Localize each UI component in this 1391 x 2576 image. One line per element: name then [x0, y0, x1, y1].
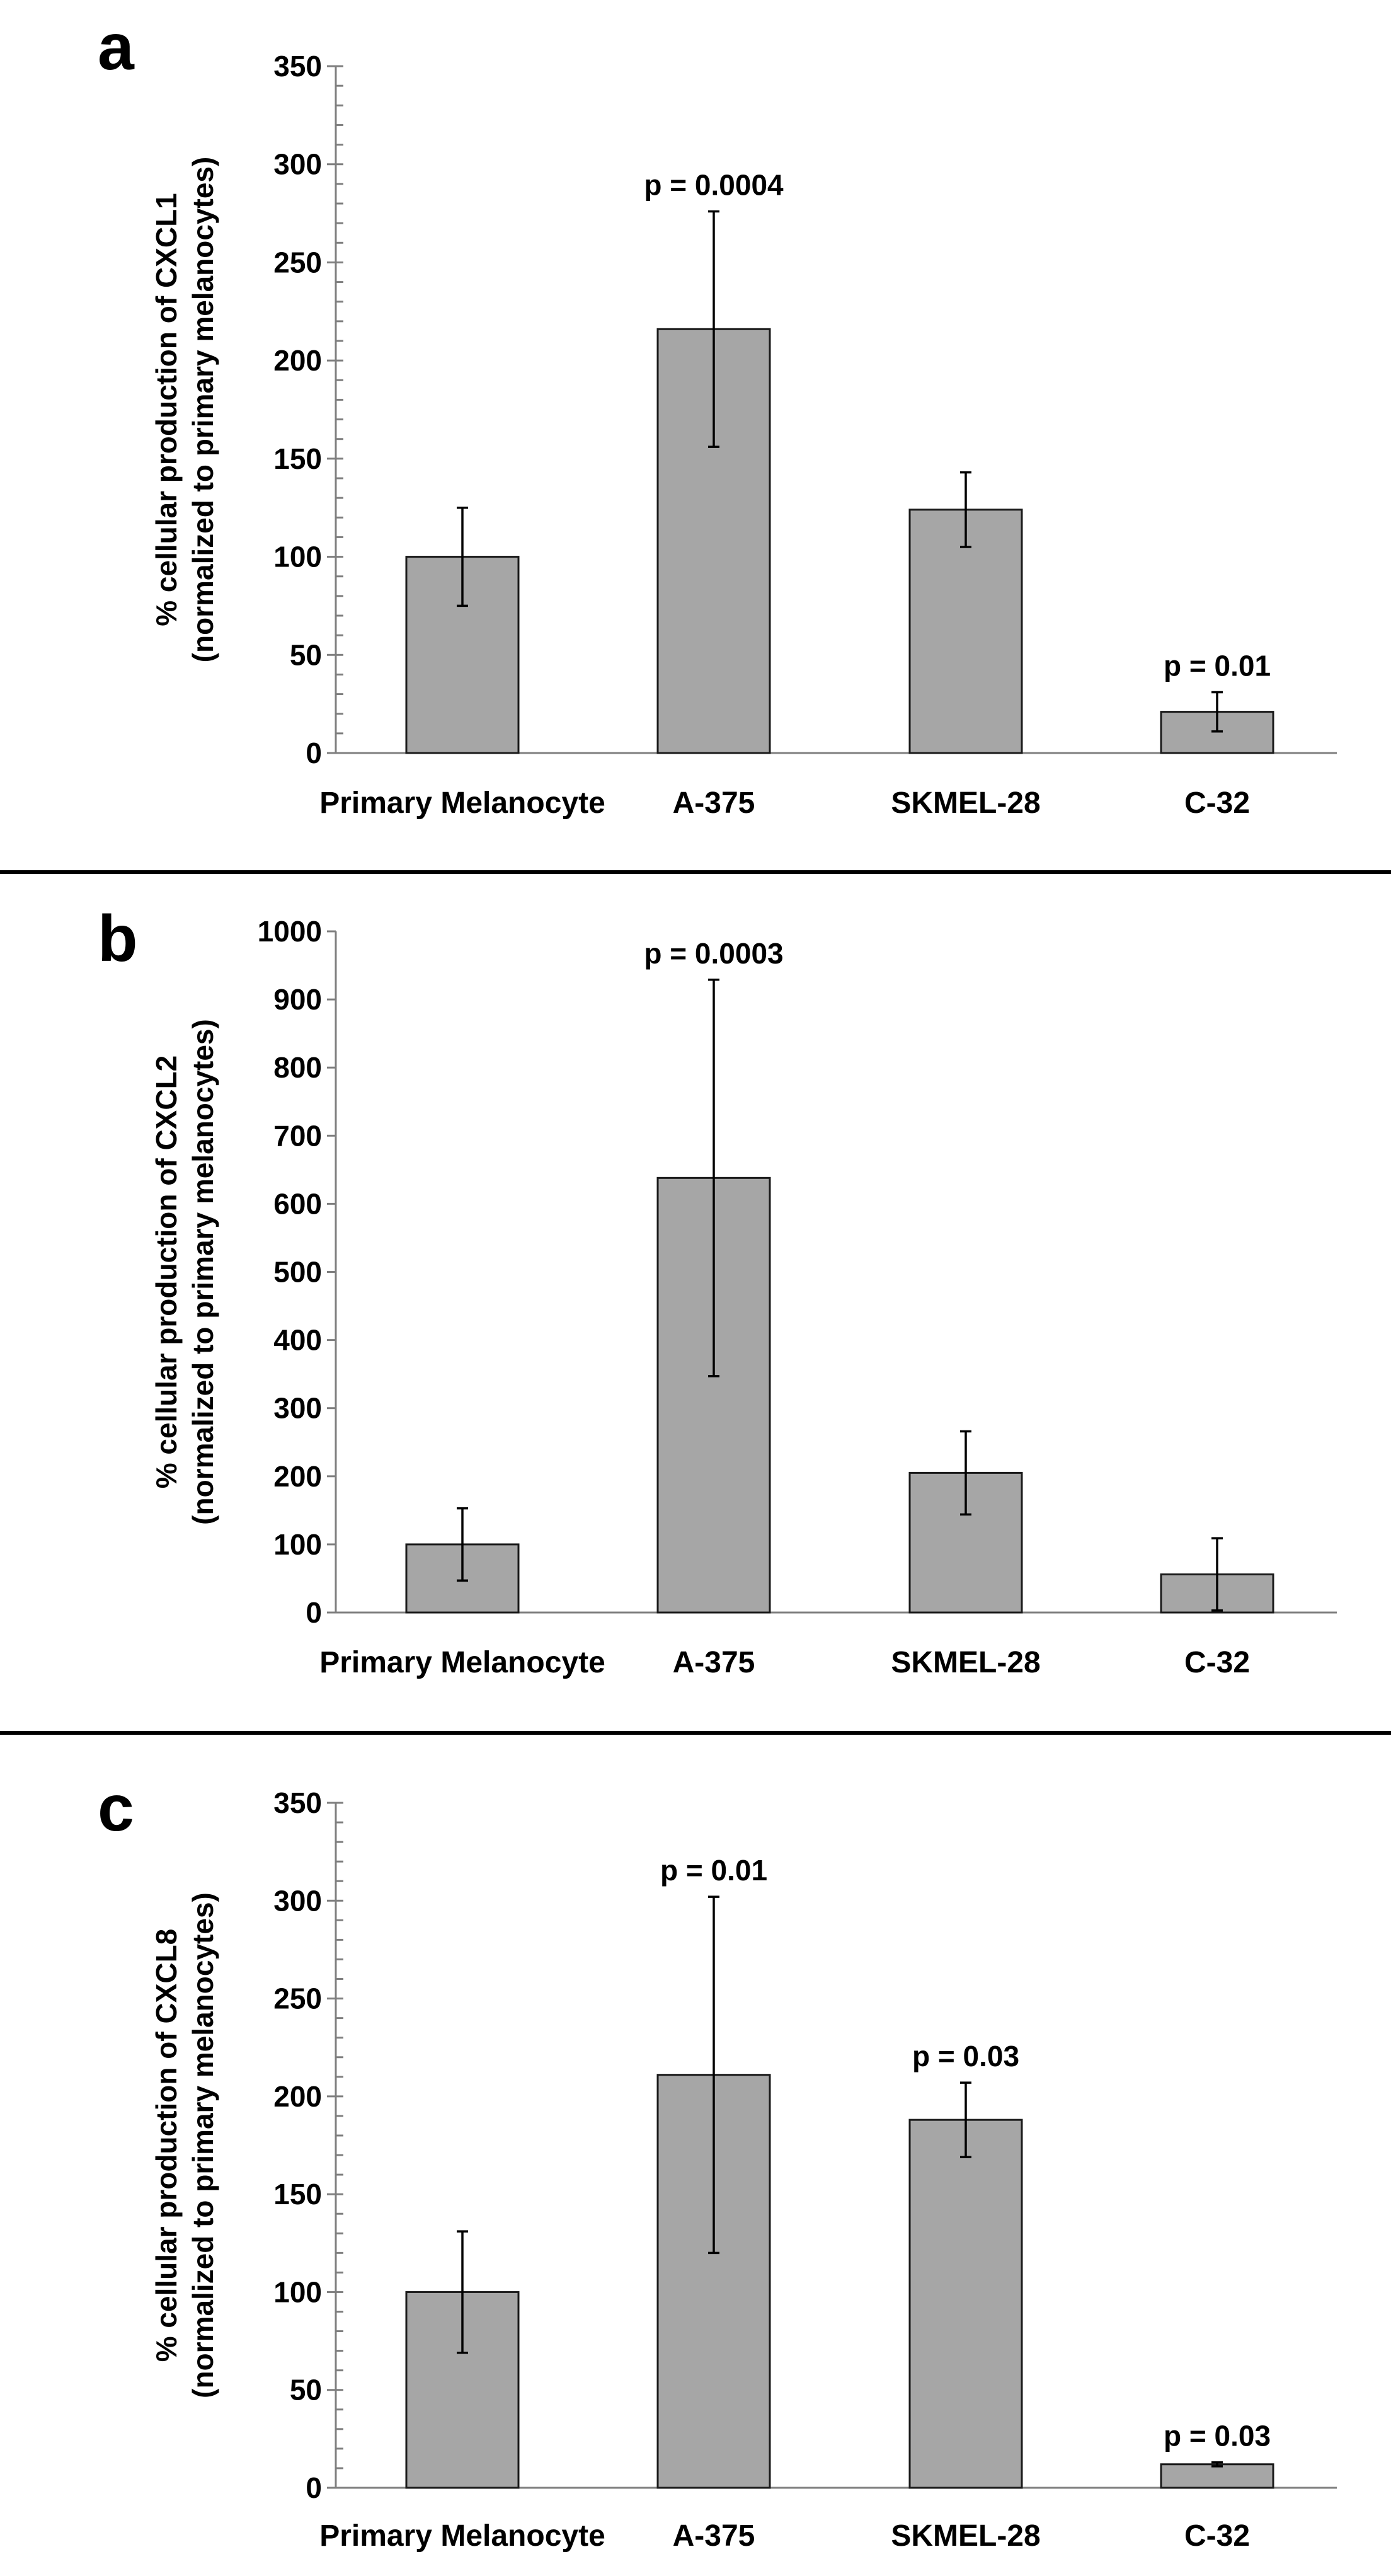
y-tick-label: 50 — [290, 2374, 322, 2406]
p-value-annotation: p = 0.0003 — [644, 937, 783, 970]
y-axis-label-line: (normalized to primary melanocytes) — [186, 1019, 219, 1525]
y-tick-label: 200 — [273, 2080, 322, 2113]
y-tick-label: 100 — [273, 2275, 322, 2308]
y-tick-label: 200 — [273, 344, 322, 377]
y-tick-label: 100 — [273, 1528, 322, 1561]
bar-c-32 — [1160, 2463, 1274, 2489]
x-category-label: C-32 — [1184, 2519, 1250, 2553]
p-value-annotation: p = 0.01 — [660, 1854, 767, 1887]
y-tick-label: 350 — [273, 1786, 322, 1819]
x-category-label: Primary Melanocyte — [319, 2519, 605, 2553]
y-tick-label: 1000 — [258, 915, 322, 948]
panel-letter: b — [98, 902, 138, 975]
y-tick-label: 0 — [306, 1596, 322, 1629]
x-category-label: A-375 — [673, 2519, 755, 2553]
x-category-label: SKMEL-28 — [891, 1646, 1040, 1679]
panel-letter: c — [98, 1772, 134, 1845]
chart-panel-b: b 0 100 200 300 400 500 600 700 800 900 1000 % cellu… — [98, 902, 1337, 1679]
x-category-label: C-32 — [1184, 786, 1250, 820]
y-axis-label-line: (normalized to primary melanocytes) — [186, 157, 219, 663]
y-axis-label: % cellular production of CXCL8 (normalize… — [150, 1892, 219, 2398]
chart-panel-c: c 0 50 100 150 200 250 300 350 % cellular product… — [98, 1772, 1337, 2553]
y-tick-label: 400 — [273, 1324, 322, 1357]
y-tick-label: 0 — [306, 2471, 322, 2504]
y-axis-label: % cellular production of CXCL1 (normalize… — [150, 157, 219, 663]
y-tick-label: 50 — [290, 638, 322, 671]
p-value-annotation: p = 0.0004 — [644, 168, 784, 201]
y-tick-label: 800 — [273, 1051, 322, 1084]
bar-skmel-28 — [908, 2119, 1023, 2489]
y-tick-label: 700 — [273, 1119, 322, 1152]
chart-panel-a: a 0 50 100 150 200 250 300 350 % cellular product… — [98, 11, 1337, 820]
y-tick-label: 200 — [273, 1460, 322, 1493]
y-tick-label: 150 — [273, 2178, 322, 2211]
x-category-label: Primary Melanocyte — [319, 1646, 605, 1679]
y-tick-label: 500 — [273, 1256, 322, 1289]
y-tick-label: 900 — [273, 983, 322, 1016]
y-tick-label: 300 — [273, 148, 322, 181]
p-value-annotation: p = 0.01 — [1164, 649, 1271, 682]
p-value-annotation: p = 0.03 — [1164, 2420, 1271, 2452]
y-tick-label: 250 — [273, 246, 322, 279]
x-category-label: SKMEL-28 — [891, 786, 1040, 820]
x-category-label: A-375 — [673, 786, 755, 820]
y-axis-label-line: % cellular production of CXCL1 — [150, 193, 183, 626]
x-category-label: Primary Melanocyte — [319, 786, 605, 820]
x-category-label: SKMEL-28 — [891, 2519, 1040, 2553]
x-category-label: C-32 — [1184, 1646, 1250, 1679]
y-tick-label: 350 — [273, 50, 322, 83]
y-tick-label: 100 — [273, 541, 322, 573]
x-category-label: A-375 — [673, 1646, 755, 1679]
y-tick-label: 150 — [273, 442, 322, 475]
y-tick-label: 600 — [273, 1187, 322, 1220]
y-axis-label-line: % cellular production of CXCL8 — [150, 1929, 183, 2362]
bar-skmel-28 — [908, 509, 1023, 754]
y-tick-label: 300 — [273, 1884, 322, 1917]
y-tick-label: 0 — [306, 737, 322, 769]
y-tick-label: 300 — [273, 1392, 322, 1425]
p-value-annotation: p = 0.03 — [912, 2040, 1019, 2073]
y-axis-label-line: % cellular production of CXCL2 — [150, 1055, 183, 1489]
y-tick-label: 250 — [273, 1982, 322, 2015]
y-axis-label: % cellular production of CXCL2 (normalize… — [150, 1019, 219, 1525]
panel-letter: a — [98, 11, 135, 84]
y-axis-label-line: (normalized to primary melanocytes) — [186, 1892, 219, 2398]
